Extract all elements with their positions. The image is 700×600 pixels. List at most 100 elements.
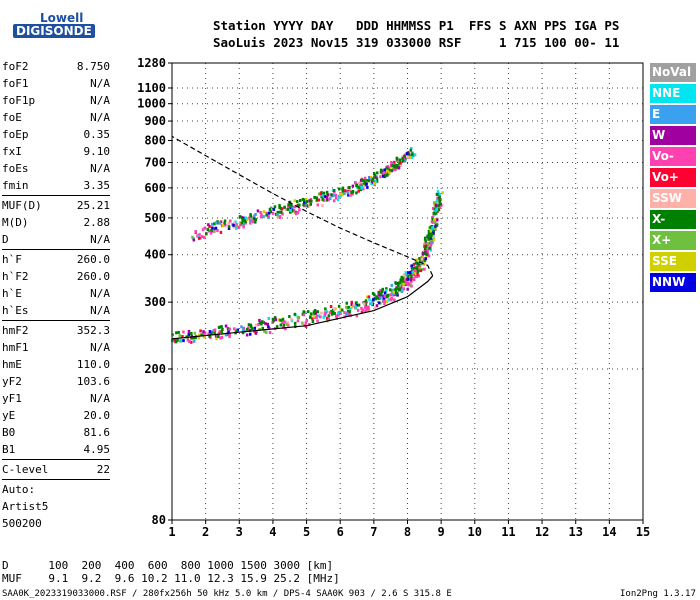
echo-point (337, 313, 340, 317)
echo-point (240, 325, 243, 329)
echo-point (429, 248, 433, 252)
echo-point (414, 275, 417, 278)
echo-point (382, 296, 386, 300)
param-value: 20.0 (83, 409, 111, 422)
echo-point (424, 242, 427, 246)
echo-point (322, 191, 326, 195)
echo-point (363, 305, 367, 309)
echo-point (416, 270, 420, 274)
echo-point (418, 266, 421, 270)
x-tick-label: 15 (636, 525, 650, 539)
echo-point (342, 191, 345, 195)
param-label: foEs (2, 162, 29, 175)
param-value: 3.35 (83, 179, 111, 192)
echo-point (383, 174, 387, 178)
echo-point (434, 203, 438, 207)
echo-point (437, 196, 441, 200)
echo-point (368, 177, 371, 181)
echo-point (203, 335, 206, 339)
echo-point (244, 216, 247, 220)
echo-point (272, 319, 275, 323)
echo-point (414, 261, 418, 265)
echo-point (176, 338, 179, 342)
echo-point (363, 302, 366, 306)
echo-point (410, 264, 413, 268)
echo-point (418, 264, 422, 268)
param-value: 103.6 (76, 375, 110, 388)
echo-point (279, 323, 283, 327)
echo-point (246, 217, 249, 221)
param-label: h`E (2, 287, 22, 300)
echo-point (237, 225, 241, 229)
echo-point (429, 243, 432, 247)
echo-point (436, 203, 439, 207)
echo-point (333, 312, 336, 315)
echo-point (385, 166, 389, 170)
echo-point (187, 330, 191, 333)
echo-point (410, 147, 413, 150)
echo-point (287, 205, 290, 208)
echo-point (267, 214, 270, 218)
echo-point (292, 209, 296, 212)
echo-point (219, 220, 223, 224)
polarization-legend: NoVal NNE E W Vo- Vo+ SSW X- X+ SSE NNW (650, 63, 696, 294)
param-value: 8.750 (76, 60, 110, 73)
echo-point (381, 287, 384, 291)
echo-point (278, 206, 281, 209)
y-tick-label: 1100 (137, 81, 166, 95)
echo-point (407, 283, 410, 287)
echo-point (318, 192, 321, 196)
param-label: yE (2, 409, 16, 422)
echo-point (193, 336, 196, 339)
echo-point (208, 225, 211, 229)
echo-point (316, 310, 319, 314)
echo-point (254, 331, 258, 335)
echo-point (331, 312, 334, 316)
echo-point (200, 333, 203, 337)
param-row-clevel: C-level 22 (2, 461, 110, 478)
echo-point (250, 327, 254, 331)
header-line2: SaoLuis 2023 Nov15 319 033000 RSF 1 715 … (213, 35, 620, 50)
echo-point (405, 281, 408, 285)
echo-point (358, 181, 361, 185)
echo-point (347, 193, 350, 197)
echo-point (321, 204, 324, 208)
x-tick-label: 11 (501, 525, 515, 539)
param-row-he: h`E N/A (2, 285, 110, 302)
param-separator (2, 195, 110, 196)
echo-point (218, 330, 221, 334)
echo-point (397, 284, 400, 287)
param-label: C-level (2, 463, 49, 476)
echo-point (384, 289, 388, 293)
y-tick-label: 200 (144, 362, 166, 376)
echo-point (219, 230, 223, 234)
echo-point (295, 212, 298, 216)
echo-point (371, 177, 375, 181)
legend-nnw: NNW (650, 273, 696, 292)
echo-point (320, 311, 323, 315)
echo-point (334, 193, 338, 197)
echo-point (271, 317, 275, 321)
echo-point (305, 197, 308, 201)
echo-point (399, 161, 402, 165)
echo-point (343, 311, 346, 315)
footer-file-info: SAA0K_2023319033000.RSF / 280fx256h 50 k… (2, 589, 452, 599)
echo-point (388, 293, 391, 297)
echo-point (433, 210, 436, 213)
echo-point (413, 273, 417, 277)
y-tick-label: 1000 (137, 97, 166, 111)
echo-point (330, 193, 333, 197)
echo-point (171, 333, 174, 337)
echo-point (428, 246, 431, 250)
echo-point (406, 274, 410, 278)
echo-point (214, 226, 218, 230)
echo-point (311, 320, 315, 323)
echo-point (296, 203, 300, 207)
echo-point (267, 325, 270, 329)
echo-point (381, 171, 384, 175)
echo-point (425, 246, 429, 250)
echo-point (259, 215, 263, 219)
param-value: 0.35 (83, 128, 111, 141)
echo-point (385, 295, 389, 298)
param-value: 260.0 (76, 253, 110, 266)
